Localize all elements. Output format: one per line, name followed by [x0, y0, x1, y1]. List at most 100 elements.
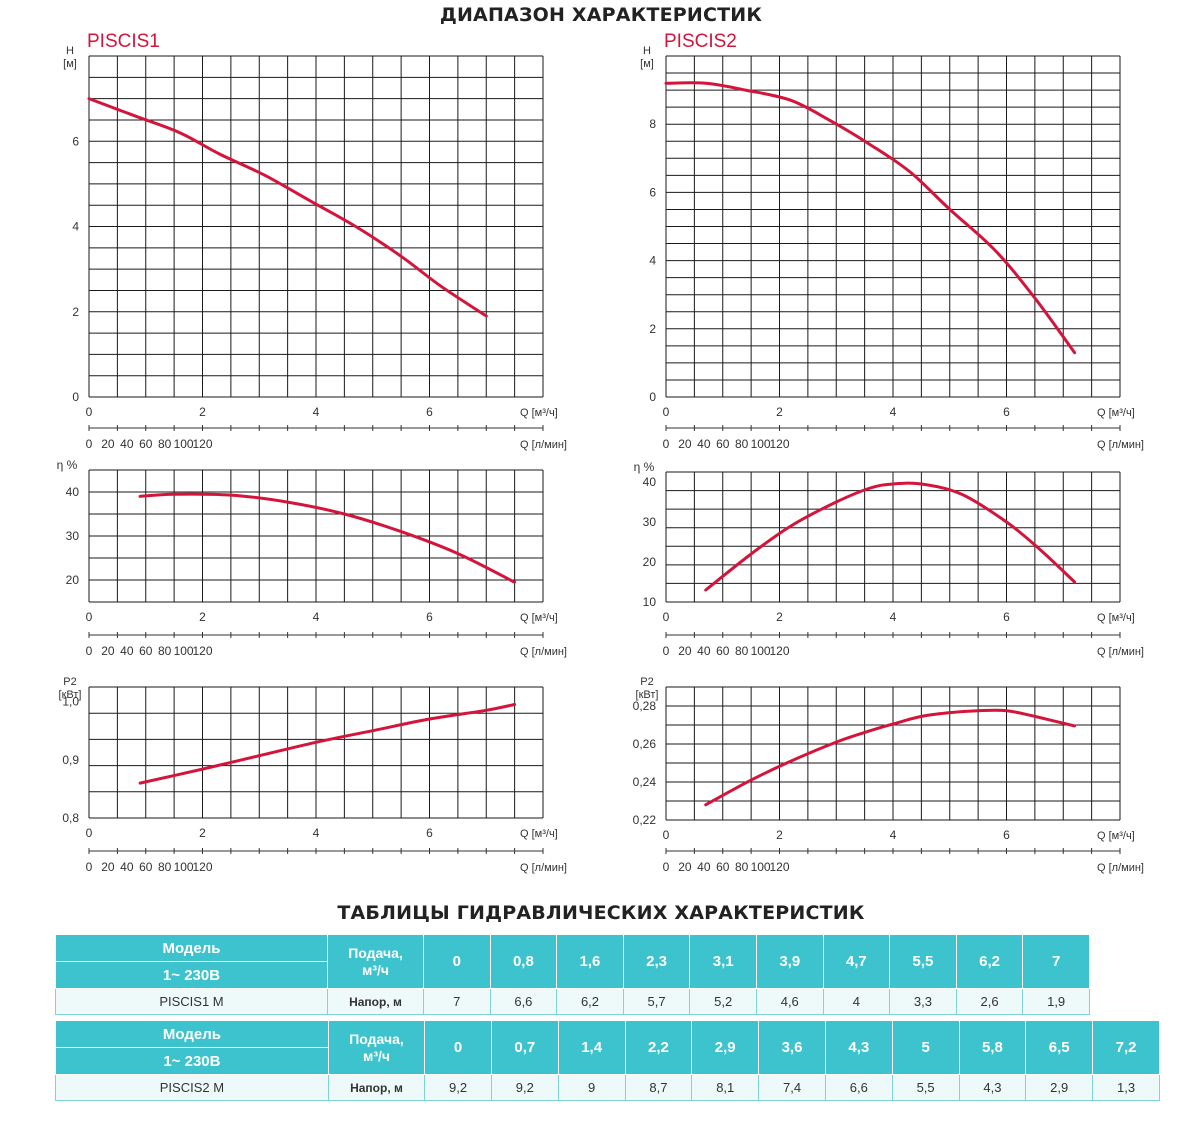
head-value: 7,4 — [758, 1074, 826, 1101]
curve-piscis1-eff — [138, 492, 517, 584]
x-tick: 4 — [890, 828, 897, 842]
flow-value: 6,5 — [1025, 1020, 1094, 1075]
x2-tick: 60 — [716, 644, 730, 658]
head-value: 9,2 — [490, 1074, 559, 1101]
flow-value: 1,4 — [557, 1020, 626, 1075]
curve-piscis2-head — [664, 81, 1077, 355]
model-label: Модель — [55, 934, 328, 962]
x2-tick: 60 — [139, 644, 153, 658]
x2-label-piscis2-power: Q [л/мин] — [1097, 862, 1144, 874]
y-label-piscis2-power: P2 — [640, 676, 653, 688]
x2-tick: 60 — [139, 860, 153, 874]
x-tick: 4 — [313, 610, 320, 624]
flow-value: 3,1 — [689, 934, 757, 989]
x-tick: 0 — [86, 826, 93, 840]
model-name: PISCIS1 M — [55, 988, 328, 1015]
flow-label: Подача, м³/ч — [327, 1020, 426, 1075]
x-tick: 2 — [776, 610, 783, 624]
head-value: 9,2 — [424, 1074, 492, 1101]
x2-tick: 80 — [158, 437, 172, 451]
y-tick: 0,28 — [633, 699, 657, 713]
curve-piscis1-power — [138, 703, 517, 785]
voltage-label: 1~ 230В — [55, 961, 328, 989]
table-piscis1: Модель Подача, м³/ч 0 0,8 1,6 2,3 3,1 3,9 4,7 5,5 6… — [55, 934, 1090, 1015]
x2-label-piscis1-head: Q [л/мин] — [520, 439, 567, 451]
y-tick: 6 — [72, 134, 79, 148]
chart-title-piscis1-head: PISCIS1 — [87, 31, 160, 52]
x2-tick: 120 — [192, 860, 212, 874]
x2-tick: 20 — [678, 644, 692, 658]
x-tick: 2 — [776, 828, 783, 842]
y-label-piscis2-head: H — [643, 45, 651, 57]
head-value: 6,6 — [824, 1074, 893, 1101]
y-tick: 0 — [72, 390, 79, 404]
x2-tick: 20 — [101, 860, 115, 874]
head-value: 5,2 — [689, 988, 757, 1015]
x-label-piscis2-head: Q [м³/ч] — [1097, 407, 1135, 419]
y-unit-piscis1-head: [м] — [63, 58, 77, 70]
flow-value: 2,2 — [624, 1020, 693, 1075]
flow-value: 0 — [423, 934, 491, 989]
flow-label: Подача, м³/ч — [327, 934, 424, 989]
x2-label-piscis1-power: Q [л/мин] — [520, 862, 567, 874]
flow-value: 0 — [424, 1020, 492, 1075]
x-tick: 6 — [1003, 405, 1010, 419]
x2-tick: 100 — [751, 644, 771, 658]
table-piscis2: Модель Подача, м³/ч 0 0,7 1,4 2,2 2,9 3,6 4,3 5 5,8… — [55, 1020, 1160, 1101]
x2-tick: 20 — [678, 437, 692, 451]
x2-label-piscis2-eff: Q [л/мин] — [1097, 646, 1144, 658]
chart-title-piscis2-head: PISCIS2 — [664, 31, 737, 52]
head-value: 5,5 — [891, 1074, 960, 1101]
range-heading: ДИАПАЗОН ХАРАКТЕРИСТИК — [439, 4, 763, 26]
y-tick: 6 — [649, 185, 656, 199]
x2-tick: 40 — [120, 860, 134, 874]
x-label-piscis1-eff: Q [м³/ч] — [520, 612, 558, 624]
y-label-piscis2-eff: η % — [634, 460, 655, 474]
head-value: 2,6 — [955, 988, 1024, 1015]
head-value: 8,1 — [691, 1074, 760, 1101]
head-value: 5,7 — [622, 988, 691, 1015]
flow-value: 5,5 — [889, 934, 957, 989]
head-value: 1,9 — [1022, 988, 1090, 1015]
x-tick: 0 — [663, 828, 670, 842]
model-name: PISCIS2 M — [55, 1074, 329, 1101]
head-value: 4 — [822, 988, 891, 1015]
y-tick: 10 — [643, 595, 657, 609]
x2-tick: 0 — [86, 644, 93, 658]
x2-tick: 120 — [192, 437, 212, 451]
head-value: 8,7 — [624, 1074, 693, 1101]
x2-tick: 0 — [663, 644, 670, 658]
head-value: 4,6 — [755, 988, 824, 1015]
y-tick: 0,9 — [62, 753, 79, 767]
x2-tick: 40 — [697, 437, 711, 451]
x2-tick: 40 — [120, 644, 134, 658]
x2-axis-piscis1-power — [88, 848, 544, 854]
y-tick: 4 — [649, 254, 656, 268]
x2-tick: 120 — [769, 437, 789, 451]
x2-tick: 120 — [769, 860, 789, 874]
y-tick: 30 — [66, 529, 80, 543]
x2-tick: 20 — [678, 860, 692, 874]
head-value: 2,9 — [1025, 1074, 1094, 1101]
x-tick: 2 — [199, 405, 206, 419]
x2-tick: 80 — [735, 860, 749, 874]
x2-tick: 40 — [697, 644, 711, 658]
head-value: 7 — [423, 988, 491, 1015]
head-label: Напор, м — [327, 1074, 426, 1101]
x-tick: 2 — [199, 610, 206, 624]
head-value: 6,6 — [489, 988, 558, 1015]
x2-tick: 60 — [716, 437, 730, 451]
x2-tick: 100 — [174, 644, 194, 658]
x2-tick: 20 — [101, 644, 115, 658]
head-value: 4,3 — [958, 1074, 1027, 1101]
y-tick: 8 — [649, 117, 656, 131]
x-label-piscis1-power: Q [м³/ч] — [520, 828, 558, 840]
flow-value: 5 — [891, 1020, 960, 1075]
x2-tick: 60 — [716, 860, 730, 874]
x-tick: 6 — [426, 826, 433, 840]
curve-piscis2-power — [704, 708, 1077, 807]
curve-piscis1-head — [87, 97, 488, 318]
y-tick: 0,24 — [633, 775, 657, 789]
flow-value: 5,8 — [958, 1020, 1027, 1075]
